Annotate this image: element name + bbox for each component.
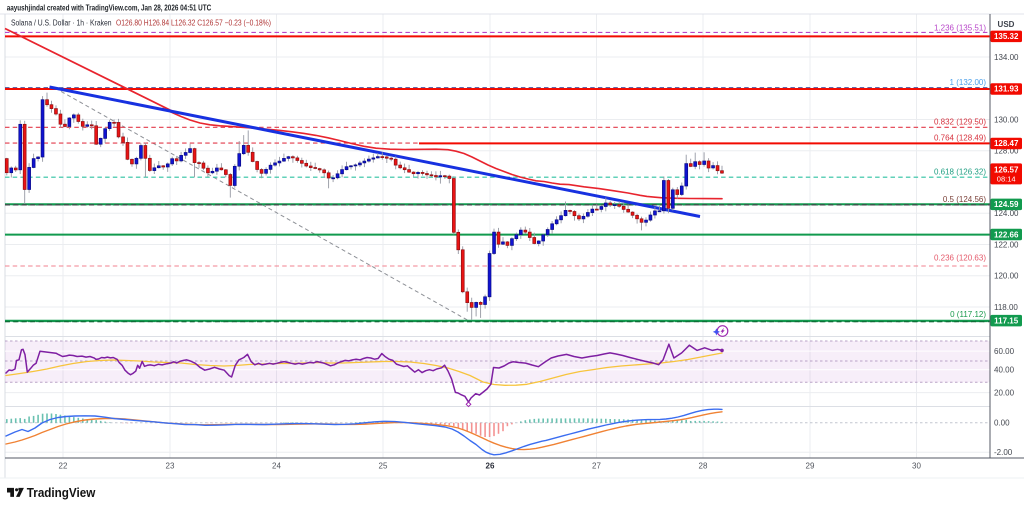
svg-text:28: 28 [699,461,708,470]
svg-text:60.00: 60.00 [994,347,1015,356]
svg-text:Solana / U.S. Dollar · 1h · Kr: Solana / U.S. Dollar · 1h · Kraken [11,18,112,27]
svg-text:122.00: 122.00 [994,240,1019,249]
svg-text:120.00: 120.00 [994,272,1019,281]
svg-text:O126.80 H126.84 L126.32 C126.5: O126.80 H126.84 L126.32 C126.57 −0.23 (−… [116,18,271,27]
svg-text:27: 27 [592,461,601,470]
svg-text:40.00: 40.00 [994,366,1015,375]
svg-text:TradingView: TradingView [27,485,96,500]
svg-text:1 (132.00): 1 (132.00) [950,78,987,87]
svg-text:0.618 (126.32): 0.618 (126.32) [934,167,986,176]
svg-text:130.00: 130.00 [994,115,1019,124]
svg-text:124.00: 124.00 [994,209,1019,218]
svg-text:0 (117.12): 0 (117.12) [950,310,986,319]
svg-text:23: 23 [166,461,175,470]
svg-text:aayushjindal created with Trad: aayushjindal created with TradingView.co… [7,3,212,12]
svg-text:117.15: 117.15 [994,316,1019,325]
svg-text:22: 22 [59,461,68,470]
svg-text:124.59: 124.59 [994,200,1019,209]
svg-text:131.93: 131.93 [994,85,1019,94]
svg-text:0.00: 0.00 [994,419,1010,428]
svg-text:24: 24 [272,461,281,470]
svg-text:128.00: 128.00 [994,147,1019,156]
svg-text:0.764 (128.49): 0.764 (128.49) [934,133,986,142]
svg-text:118.00: 118.00 [994,303,1018,312]
svg-text:USD: USD [998,20,1015,29]
svg-text:30: 30 [912,461,921,470]
svg-text:122.66: 122.66 [994,230,1019,239]
svg-text:128.47: 128.47 [994,139,1019,148]
svg-text:135.32: 135.32 [994,32,1019,41]
svg-text:26: 26 [486,461,495,470]
svg-text:0.236 (120.63): 0.236 (120.63) [934,253,986,262]
svg-text:1.236 (135.51): 1.236 (135.51) [934,23,986,32]
svg-text:0.5 (124.56): 0.5 (124.56) [943,195,986,204]
svg-text:08:14: 08:14 [997,175,1016,184]
svg-text:25: 25 [379,461,388,470]
svg-text:-2.00: -2.00 [994,448,1013,457]
svg-text:0.832 (129.50): 0.832 (129.50) [934,117,986,126]
svg-text:20.00: 20.00 [994,388,1015,397]
svg-text:134.00: 134.00 [994,53,1019,62]
svg-text:29: 29 [806,461,815,470]
svg-text:126.57: 126.57 [994,165,1019,174]
